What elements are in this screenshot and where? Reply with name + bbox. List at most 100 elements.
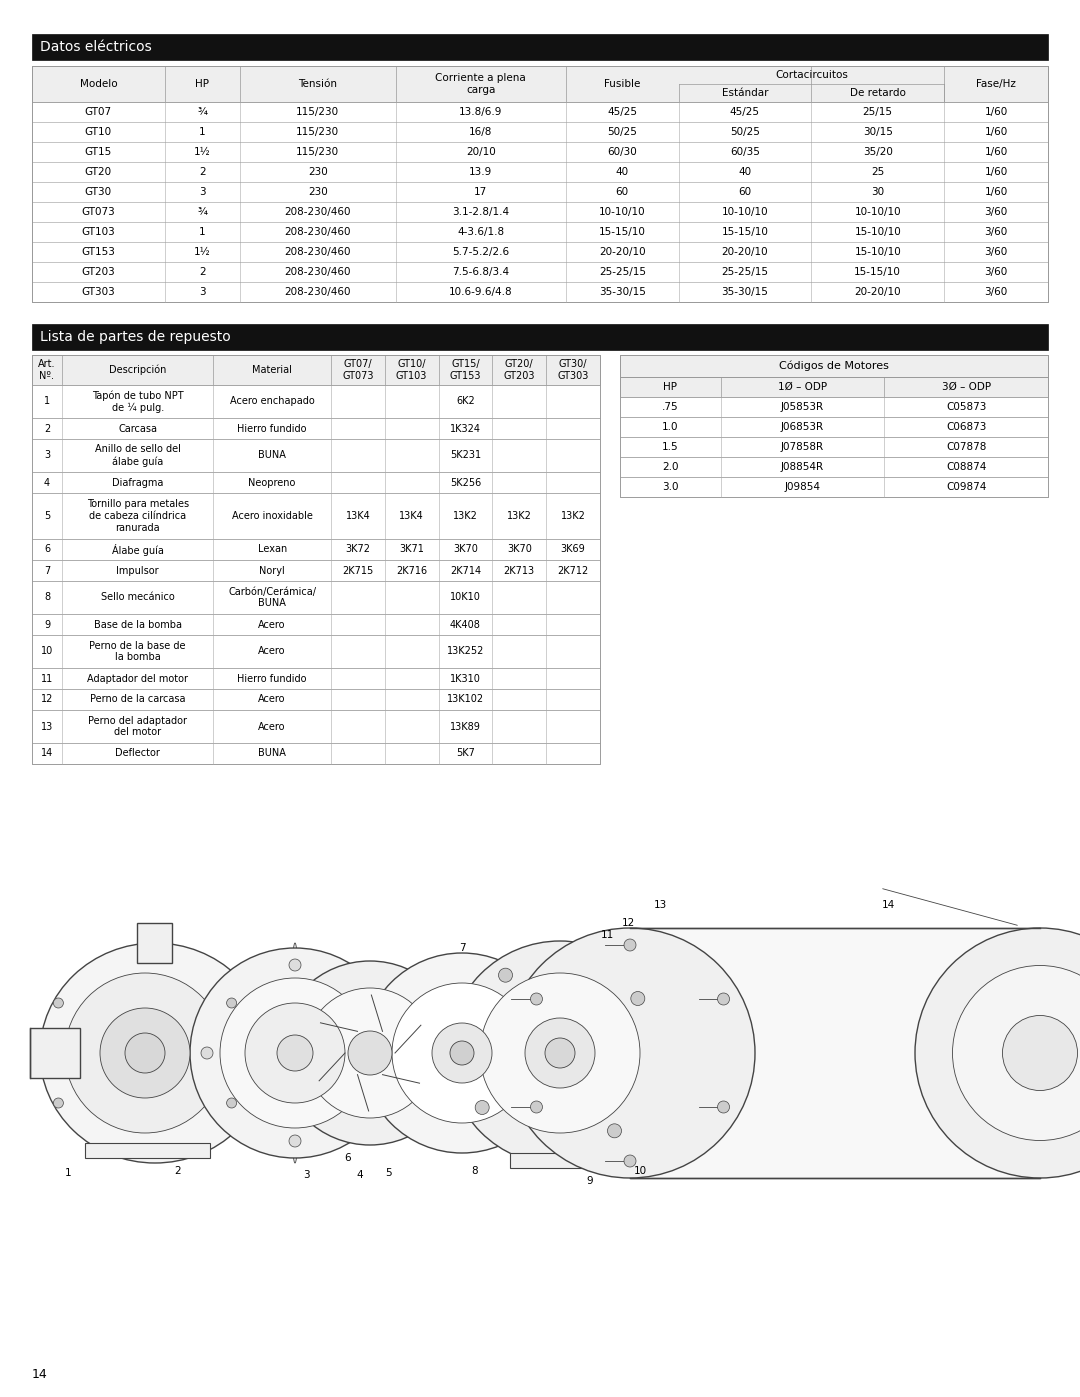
Bar — [620, 397, 1048, 416]
Text: 12: 12 — [621, 918, 635, 928]
Text: 1/60: 1/60 — [985, 168, 1008, 177]
Bar — [32, 203, 1048, 222]
Bar — [620, 416, 1048, 437]
Text: 230: 230 — [308, 187, 327, 197]
Bar — [32, 615, 600, 636]
Text: 13.9: 13.9 — [469, 168, 492, 177]
Text: GT07: GT07 — [85, 108, 112, 117]
Text: De retardo: De retardo — [850, 88, 906, 98]
Text: 15-15/10: 15-15/10 — [854, 267, 901, 277]
Text: 17: 17 — [474, 187, 487, 197]
Text: Acero inoxidable: Acero inoxidable — [232, 511, 312, 521]
Bar — [32, 493, 600, 539]
Text: 2: 2 — [44, 423, 50, 433]
Text: Noryl: Noryl — [259, 566, 285, 576]
Text: 40: 40 — [739, 168, 752, 177]
Text: 2: 2 — [199, 267, 205, 277]
Text: 2.0: 2.0 — [662, 462, 678, 472]
Text: Cortacircuitos: Cortacircuitos — [774, 70, 848, 80]
Bar — [32, 122, 1048, 142]
Text: J07858R: J07858R — [781, 441, 824, 453]
Bar — [620, 437, 1048, 457]
Text: J06853R: J06853R — [781, 422, 824, 432]
Text: Carcasa: Carcasa — [118, 423, 157, 433]
Polygon shape — [510, 1153, 610, 1168]
Text: Base de la bomba: Base de la bomba — [94, 619, 181, 630]
Bar — [32, 743, 600, 764]
Bar — [32, 668, 600, 689]
Text: 2K712: 2K712 — [557, 566, 589, 576]
Text: 30/15: 30/15 — [863, 127, 893, 137]
Text: 5K7: 5K7 — [456, 749, 475, 759]
Bar — [620, 377, 1048, 397]
Text: Impulsor: Impulsor — [117, 566, 159, 576]
Text: Art.
Nº.: Art. Nº. — [38, 359, 56, 381]
Text: Fusible: Fusible — [604, 80, 640, 89]
Circle shape — [276, 1035, 313, 1071]
Bar — [32, 263, 1048, 282]
Bar — [32, 222, 1048, 242]
Circle shape — [65, 972, 225, 1133]
Bar — [32, 636, 600, 668]
Text: GT073: GT073 — [81, 207, 116, 217]
Text: 60: 60 — [616, 187, 629, 197]
Circle shape — [717, 1101, 729, 1113]
Text: J09854: J09854 — [784, 482, 821, 492]
Text: 1/60: 1/60 — [985, 147, 1008, 156]
Text: HP: HP — [195, 80, 210, 89]
Text: 13: 13 — [41, 721, 53, 732]
Text: 1: 1 — [65, 1168, 71, 1178]
Bar — [620, 437, 1048, 457]
Circle shape — [448, 942, 672, 1165]
Text: 3Ø – ODP: 3Ø – ODP — [942, 381, 990, 393]
Text: C08874: C08874 — [946, 462, 986, 472]
Circle shape — [362, 953, 562, 1153]
Text: 14: 14 — [881, 900, 894, 909]
Circle shape — [631, 992, 645, 1006]
Text: 1: 1 — [199, 127, 205, 137]
Text: GT303: GT303 — [81, 286, 116, 298]
Bar — [32, 493, 600, 539]
Text: 5: 5 — [384, 1168, 391, 1178]
Circle shape — [220, 978, 370, 1127]
Text: Datos eléctricos: Datos eléctricos — [40, 41, 152, 54]
Text: 3: 3 — [199, 286, 205, 298]
Text: 13K252: 13K252 — [447, 647, 484, 657]
Circle shape — [227, 997, 237, 1009]
Bar — [620, 355, 1048, 377]
Bar — [32, 386, 600, 418]
Bar — [620, 397, 1048, 416]
Text: .75: .75 — [662, 402, 678, 412]
Circle shape — [717, 993, 729, 1004]
Bar — [32, 560, 600, 581]
Bar — [32, 710, 600, 743]
Text: 13K4: 13K4 — [400, 511, 424, 521]
Text: 3: 3 — [199, 187, 205, 197]
Text: Modelo: Modelo — [80, 80, 118, 89]
Text: 3/60: 3/60 — [985, 247, 1008, 257]
Text: 20-20/10: 20-20/10 — [854, 286, 901, 298]
Bar — [137, 923, 172, 963]
Text: Deflector: Deflector — [116, 749, 160, 759]
Text: 13K102: 13K102 — [447, 694, 484, 704]
Bar — [32, 615, 600, 636]
Circle shape — [53, 997, 64, 1009]
Text: Lexan: Lexan — [257, 545, 287, 555]
Text: 8: 8 — [472, 1166, 478, 1176]
Bar — [620, 476, 1048, 497]
Text: 5.7-5.2/2.6: 5.7-5.2/2.6 — [453, 247, 510, 257]
Circle shape — [475, 1101, 489, 1115]
Bar — [620, 457, 1048, 476]
Text: 208-230/460: 208-230/460 — [284, 286, 351, 298]
Text: Descripción: Descripción — [109, 365, 166, 376]
Text: 3K72: 3K72 — [346, 545, 370, 555]
Text: Acero: Acero — [258, 619, 286, 630]
Text: Acero: Acero — [258, 721, 286, 732]
Circle shape — [100, 1009, 190, 1098]
Text: 7: 7 — [44, 566, 50, 576]
Text: 2K716: 2K716 — [396, 566, 428, 576]
Text: 6: 6 — [44, 545, 50, 555]
Bar — [32, 581, 600, 615]
Bar — [32, 689, 600, 710]
Text: 115/230: 115/230 — [296, 127, 339, 137]
